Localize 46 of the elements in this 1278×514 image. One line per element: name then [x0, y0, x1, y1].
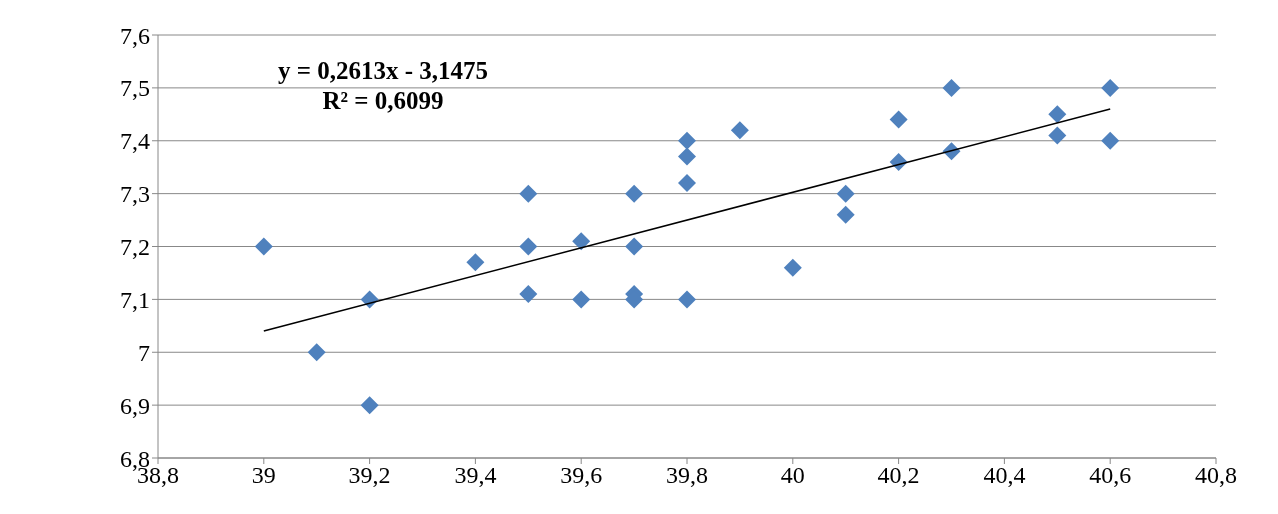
point — [889, 110, 908, 129]
point — [625, 237, 644, 256]
point — [1048, 105, 1067, 124]
point — [836, 184, 855, 203]
point — [519, 184, 538, 203]
x-tick-label: 39 — [251, 462, 276, 489]
point — [360, 396, 379, 415]
annotation: y = 0,2613x - 3,1475 — [278, 56, 489, 86]
point — [678, 290, 696, 309]
point — [625, 184, 644, 203]
point — [572, 232, 591, 251]
point — [678, 147, 696, 166]
point — [678, 174, 696, 193]
y-tick-label: 7,6 — [120, 22, 150, 49]
point — [519, 237, 538, 256]
x-tick-label: 40,2 — [877, 462, 920, 489]
x-tick-label: 39,6 — [560, 462, 603, 489]
x-tick-label: 40 — [780, 462, 805, 489]
x-tick-label: 39,4 — [454, 462, 497, 489]
annotation: R² = 0,6099 — [321, 86, 445, 116]
point — [360, 290, 379, 309]
point — [307, 343, 326, 362]
y-tick-label: 7,4 — [120, 128, 150, 155]
x-tick-label: 40,6 — [1089, 462, 1132, 489]
y-tick-label: 7,3 — [120, 181, 150, 208]
y-tick-label: 7,2 — [120, 234, 150, 261]
point — [730, 121, 749, 140]
point — [678, 131, 696, 150]
point — [254, 237, 273, 256]
point — [466, 253, 485, 272]
x-tick-label: 40,4 — [983, 462, 1026, 489]
y-tick-label: 7,1 — [120, 286, 150, 313]
point — [1101, 131, 1120, 150]
point — [942, 78, 961, 97]
y-tick-label: 7 — [138, 339, 150, 366]
point — [1048, 126, 1067, 145]
point — [783, 258, 802, 277]
x-tick-label: 40,8 — [1195, 462, 1237, 489]
point — [836, 205, 855, 224]
point — [519, 285, 538, 304]
x-tick-label: 39,2 — [348, 462, 391, 489]
y-tick-label: 6,9 — [120, 392, 150, 419]
x-tick-label: 39,8 — [666, 462, 708, 489]
y-tick-label: 7,5 — [120, 75, 150, 102]
point — [1101, 78, 1120, 97]
point — [572, 290, 591, 309]
